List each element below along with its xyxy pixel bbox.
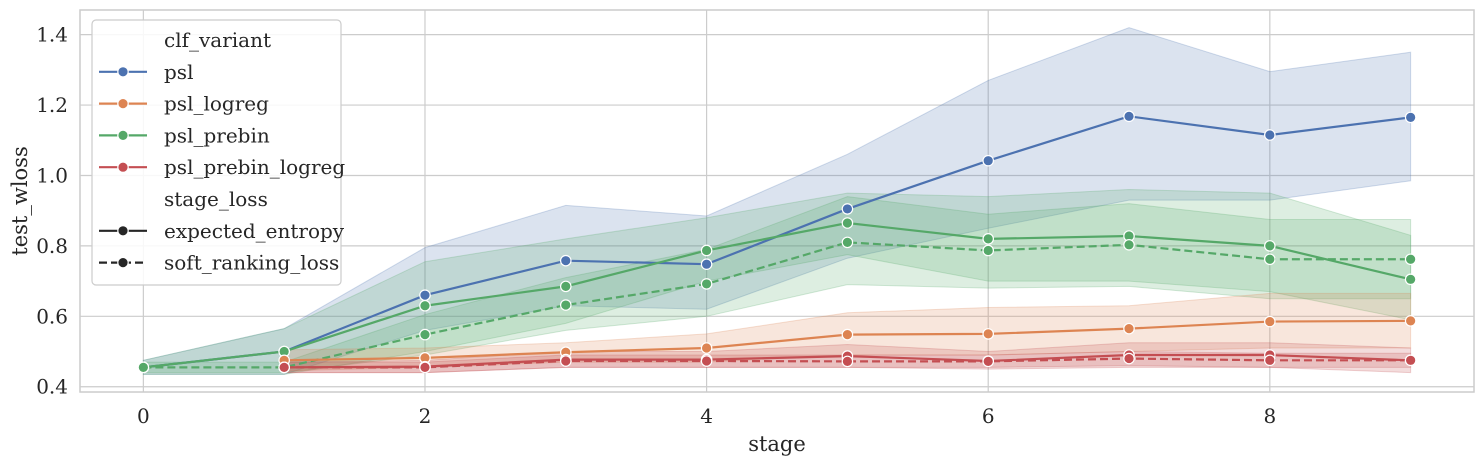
plot-frame [79, 9, 1475, 393]
data-point [982, 154, 995, 167]
data-point [982, 355, 995, 368]
data-point [419, 361, 431, 374]
legend-marker [117, 161, 129, 173]
y-tick-label: 1.4 [36, 23, 68, 47]
series-line [143, 241, 1411, 369]
data-point [1123, 322, 1135, 335]
data-point [982, 328, 995, 340]
data-point [1123, 110, 1135, 123]
data-point [559, 280, 572, 293]
data-point [278, 361, 290, 374]
data-point [1123, 352, 1135, 365]
data-point [841, 217, 854, 229]
data-point [841, 236, 854, 249]
ci-band [142, 27, 1412, 375]
x-axis-label: stage [748, 432, 806, 456]
legend-style-label: expected_entropy [164, 219, 345, 243]
legend-style-marker [117, 225, 129, 237]
legend-entry-label: psl [164, 60, 193, 84]
y-tick-label: 1.2 [36, 93, 68, 117]
data-point [1404, 111, 1417, 124]
data-point [841, 355, 854, 368]
series-markers [137, 110, 1417, 374]
data-point [559, 355, 572, 367]
data-point [1404, 315, 1417, 327]
data-point [1123, 239, 1135, 251]
data-point [419, 299, 431, 312]
data-point [1264, 240, 1276, 252]
data-point [1264, 129, 1276, 141]
y-tick-label: 1.0 [36, 163, 68, 187]
data-point [700, 258, 713, 270]
series-line [284, 357, 1411, 369]
data-point [1404, 253, 1417, 266]
legend-marker [117, 129, 129, 142]
legend-style-label: soft_ranking_loss [164, 251, 339, 275]
x-tick-label: 8 [1263, 404, 1276, 428]
y-axis-label: test_wloss [8, 146, 32, 255]
data-point [700, 278, 713, 290]
legend-hue-title: clf_variant [164, 28, 271, 52]
data-point [700, 244, 713, 257]
y-tick-label: 0.8 [36, 234, 68, 258]
data-point [700, 342, 713, 354]
x-tick-label: 4 [700, 404, 713, 428]
tick-labels: 0 2 4 6 8 0.4 0.6 0.8 1.0 1.2 1.4 [36, 23, 1276, 428]
data-point [419, 328, 431, 341]
x-tick-label: 2 [419, 404, 432, 428]
legend-style-title: stage_loss [164, 187, 268, 211]
data-point [419, 289, 431, 301]
data-point [137, 361, 150, 374]
data-point [1404, 354, 1417, 367]
data-point [841, 203, 854, 215]
data-point [982, 233, 995, 245]
y-tick-label: 0.6 [36, 304, 68, 328]
data-point [1264, 315, 1276, 328]
data-point [559, 299, 572, 311]
legend-style-marker [117, 256, 129, 269]
series-line [143, 221, 1411, 369]
data-point [1264, 253, 1276, 266]
data-point [700, 355, 713, 367]
legend-box [91, 19, 342, 286]
data-point [1264, 354, 1276, 367]
x-tick-label: 6 [982, 404, 995, 428]
legend-entry-label: psl_logreg [164, 92, 269, 116]
data-point [559, 254, 572, 267]
data-point [841, 328, 854, 341]
legend-marker [117, 97, 129, 110]
ci-band [142, 196, 1412, 374]
legend-marker [117, 66, 129, 78]
legend-entry-label: psl_prebin [164, 123, 270, 147]
legend-entry-label: psl_prebin_logreg [164, 155, 345, 179]
data-point [1404, 273, 1417, 286]
data-point [982, 244, 995, 257]
x-tick-label: 0 [137, 404, 150, 428]
y-tick-label: 0.4 [36, 375, 68, 399]
